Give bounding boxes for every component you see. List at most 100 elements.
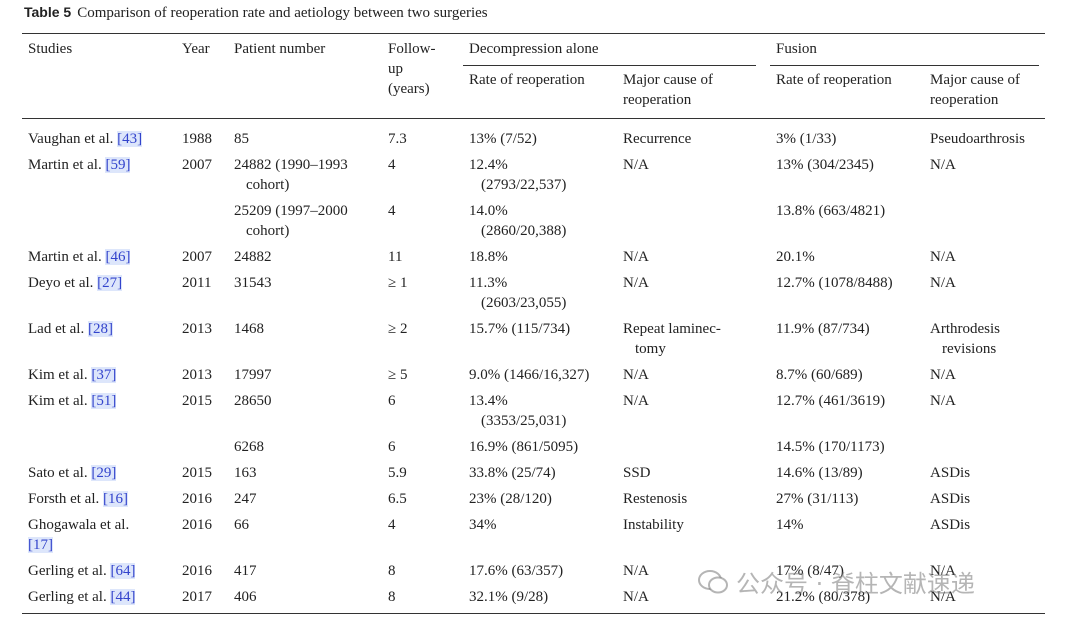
cell: 2011 (182, 275, 212, 291)
cell: 32.1% (9/28) (463, 584, 617, 614)
table-row: Kim et al. [51] 2015 28650 6 13.4% (3353/25,0… (22, 388, 1045, 434)
cell: 406 (228, 584, 382, 614)
study-name: Kim et al. (28, 367, 88, 383)
header-group: Fusion (770, 33, 1046, 66)
cell-line: (2860/20,388) (481, 223, 567, 239)
cell: 2007 (182, 157, 212, 173)
study-name: Lad et al. (28, 321, 85, 337)
cell: 14% (776, 517, 804, 533)
cell: 24882 (1990–1993 cohort) (228, 152, 382, 198)
cell: 17.6% (63/357) (469, 563, 564, 579)
cell: Ghogawala et al. [17] (22, 512, 176, 558)
caption-label: Table 5 (24, 4, 72, 20)
cell: 6268 (234, 439, 264, 455)
cell (22, 434, 176, 460)
header-cell: Rate of reoperation (770, 66, 925, 119)
cell: N/A (930, 563, 956, 579)
reference: [44] (110, 589, 136, 605)
reference: [37] (91, 367, 117, 383)
cell: N/A (617, 584, 771, 614)
cell (176, 198, 228, 244)
cell: 13.4% (3353/25,031) (463, 388, 617, 434)
reference: [28] (87, 321, 113, 337)
header-cell: Studies (22, 33, 176, 119)
cell-line: (2793/22,537) (481, 177, 567, 193)
cell (22, 198, 176, 244)
cell: Arthrodesis revisions (924, 316, 1045, 362)
cell-line: 25209 (1997–2000 (234, 203, 348, 219)
cell: 7.3 (388, 131, 407, 147)
cell: 2016 (182, 517, 212, 533)
study-name: Martin et al. (28, 157, 102, 173)
cell: 17997 (234, 367, 272, 383)
cell-line: Repeat laminec- (623, 321, 721, 337)
cell: 34% (469, 517, 497, 533)
study-name: Martin et al. (28, 249, 102, 265)
reference: [16] (103, 491, 128, 507)
cell: 4 (388, 203, 396, 219)
cell: 20.1% (776, 249, 815, 265)
table-row: Vaughan et al. [43] 1988 85 7.3 13% (7/52) Re… (22, 119, 1045, 153)
cell: N/A (623, 249, 649, 265)
study-name: Vaughan et al. (28, 131, 114, 147)
cell: 11 (388, 249, 403, 265)
cell: 25209 (1997–2000 cohort) (228, 198, 382, 244)
cell: 12.7% (461/3619) (776, 393, 886, 409)
cell: 13.8% (663/4821) (776, 203, 886, 219)
cell: Repeat laminec-tomy (617, 316, 770, 362)
cell: Martin et al. [59] (22, 152, 176, 198)
cell: N/A (623, 367, 649, 383)
cell: 2016 (182, 491, 212, 507)
reference: [64] (110, 563, 136, 579)
cell: 6.5 (388, 491, 407, 507)
cell: 2016 (182, 563, 212, 579)
cell: Lad et al. [28] (22, 316, 176, 362)
header-line: Major cause of (930, 72, 1020, 88)
study-name: Sato et al. (28, 465, 88, 481)
cell: Instability (623, 517, 684, 533)
cell-line: (2603/23,055) (481, 295, 567, 311)
cell: 163 (234, 465, 257, 481)
cell: 2015 (182, 465, 212, 481)
cell: Martin et al. [46] (22, 244, 176, 270)
header-cell: Rate of reoperation (463, 66, 617, 119)
cell: 2015 (182, 393, 212, 409)
table-row: Gerling et al. [44] 2017 406 8 32.1% (9/28) N… (22, 584, 1046, 614)
reference: [17] (28, 537, 53, 553)
table-row: 6268 6 16.9% (861/5095) 14.5% (170/1173) (22, 434, 1045, 460)
cell: 85 (234, 131, 249, 147)
cell (176, 434, 228, 460)
header-line: Major cause of (623, 72, 713, 88)
header-line: up (388, 61, 403, 77)
reference: [29] (91, 465, 117, 481)
cell: 417 (234, 563, 257, 579)
header-cell: Follow-up (years) (382, 33, 463, 119)
cell: Restenosis (623, 491, 688, 507)
cell: 14.5% (170/1173) (776, 439, 885, 455)
cell: 18.8% (469, 249, 508, 265)
cell: 11.3% (2603/23,055) (463, 270, 617, 316)
cell: 13% (7/52) (469, 131, 537, 147)
cell: Kim et al. [51] (22, 388, 176, 434)
cell: N/A (623, 157, 649, 173)
cell-line: revisions (942, 341, 997, 357)
reference: [46] (105, 249, 131, 265)
cell: 11.9% (87/734) (776, 321, 870, 337)
cell: N/A (930, 249, 956, 265)
cell: Pseudoarthrosis (930, 131, 1026, 147)
group-title: Fusion (770, 39, 1040, 66)
cell: 2017 (176, 584, 228, 614)
cell: 2013 (182, 321, 212, 337)
cell: 66 (234, 517, 249, 533)
cell: 5.9 (388, 465, 407, 481)
study-name: Gerling et al. (28, 589, 107, 605)
cell: 14.0% (2860/20,388) (463, 198, 617, 244)
cell: N/A (623, 393, 649, 409)
cell: 23% (28/120) (469, 491, 552, 507)
cell: 4 (388, 517, 396, 533)
cell-line: 24882 (1990–1993 (234, 157, 348, 173)
cell: Kim et al. [37] (22, 362, 176, 388)
cell: N/A (623, 563, 649, 579)
cell: 3% (1/33) (776, 131, 837, 147)
